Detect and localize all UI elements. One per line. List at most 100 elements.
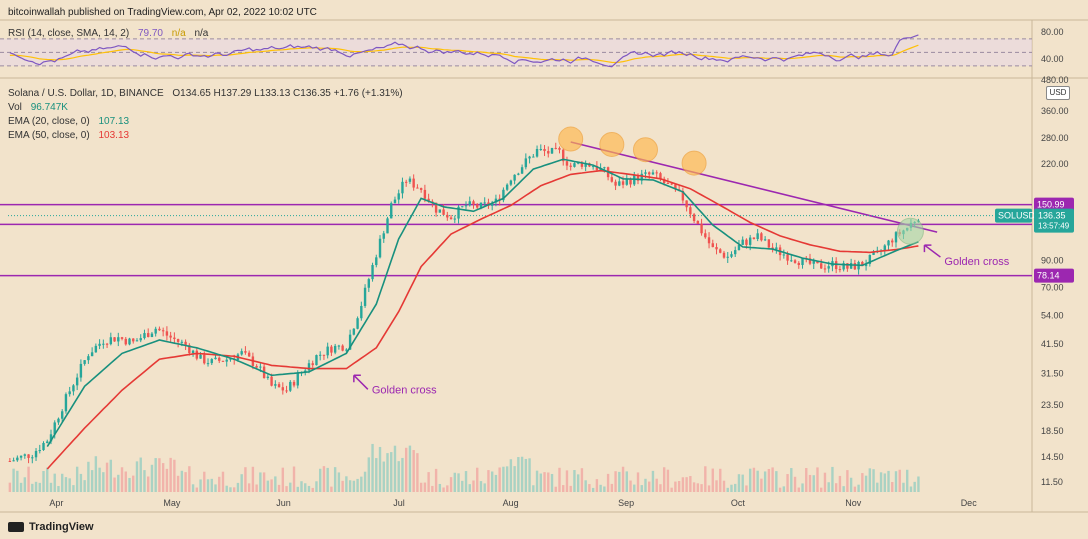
candle-body [281,387,285,391]
volume-bar [352,480,356,492]
volume-bar [872,469,875,492]
candle-body [61,411,64,419]
candle-body [610,177,614,182]
volume-bar [569,485,572,492]
level-badge-78: 78.14 [1037,271,1060,281]
volume-bar [139,457,142,492]
volume-bar [745,485,748,492]
golden-cross-label-1: Golden cross [372,384,437,396]
candle-body [75,377,79,386]
volume-bar [704,466,707,492]
volume-bar [27,466,30,492]
volume-bar [449,477,453,492]
volume-bar [371,443,374,492]
volume-bar [618,471,621,492]
candle-body [887,240,890,246]
candle-body [427,198,430,202]
volume-bar [431,485,434,492]
candle-body [154,328,157,334]
volume-bar [135,461,139,492]
volume-bar [659,484,662,492]
volume-bar [318,468,322,492]
candle-body [296,373,299,386]
golden-cross-arrow-2 [923,244,941,258]
candle-body [808,258,812,264]
candle-body [861,261,864,267]
currency-badge[interactable]: USD [1046,86,1070,100]
candle-body [390,203,393,219]
candle-body [595,166,599,170]
volume-bar [195,487,199,492]
candle-body [670,183,673,185]
candle-body [304,370,307,373]
volume-bar [820,487,823,492]
volume-bar [390,452,393,492]
volume-bar [864,475,868,492]
candle-body [629,179,632,185]
volume-bar [614,471,617,492]
volume-bar [554,486,557,492]
volume-bar [150,464,154,492]
candle-body [864,263,868,267]
ema20-legend: EMA (20, close, 0) 107.13 [8,116,129,127]
ema20-line [46,158,919,448]
candle-body [311,363,314,366]
volume-bar [434,468,438,492]
volume-bar [677,481,681,492]
volume-bar [292,466,296,492]
touch-point-circle [632,137,658,163]
candle-body [786,254,789,261]
level-badge-150-bg [1034,197,1074,212]
volume-bar [509,459,513,492]
candle-body [655,172,658,174]
volume-bar [726,487,729,492]
candle-body [464,205,468,207]
volume-bar [580,468,584,492]
rsi-tick-label: 80.00 [1041,27,1064,37]
volume-bar [109,459,113,492]
volume-bar [468,484,471,492]
candle-body [520,167,524,174]
volume-bar [236,482,240,492]
candle-body [505,184,509,190]
volume-bar [34,481,38,492]
candle-body [651,172,655,175]
candle-body [584,163,587,167]
candle-body [891,240,894,243]
price-badge-bg [1034,208,1074,233]
volume-bar [345,476,348,492]
candle-body [685,200,688,208]
ema50-line [46,169,919,470]
volume-bar [128,477,131,492]
volume-bar [775,471,778,492]
candle-body [752,237,756,240]
candle-body [528,156,531,159]
volume-bar [375,458,378,492]
candle-body [188,345,191,354]
candle-body [461,206,464,208]
rsi-line [9,34,919,68]
candle-body [393,199,397,204]
candle-body [446,214,449,218]
volume-bar [562,485,565,492]
volume-bar [105,462,109,492]
candle-body [662,178,666,183]
tradingview-footer[interactable]: TradingView [8,521,94,533]
volume-bar [498,467,501,492]
candle-body [83,360,86,364]
level-badge-150: 150.99 [1037,200,1065,210]
candle-body [539,148,542,150]
candle-body [707,237,711,244]
candle-body [225,359,228,362]
volume-bar [191,484,195,492]
volume-bar [801,483,804,492]
candle-body [23,454,27,456]
candle-body [57,418,60,423]
candle-body [434,202,438,213]
candle-body [210,359,213,364]
candle-body [472,201,475,205]
volume-bar [322,466,326,492]
volume-bar [741,474,744,492]
volume-bar [793,476,797,492]
volume-bar [760,478,763,492]
